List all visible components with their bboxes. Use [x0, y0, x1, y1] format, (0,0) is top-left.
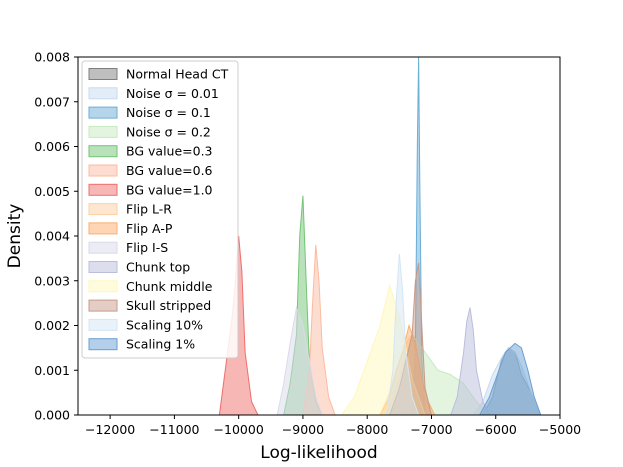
legend-swatch [88, 106, 118, 119]
x-tick-label: −10000 [214, 422, 264, 437]
legend-label: Noise σ = 0.01 [126, 86, 219, 101]
legend-frame [81, 60, 239, 359]
legend-label: Flip L-R [126, 202, 172, 217]
legend-swatch [88, 222, 118, 235]
legend-swatch [88, 338, 118, 351]
legend-label: Skull stripped [126, 298, 211, 313]
legend-swatch [88, 261, 118, 273]
y-axis-title: Density [5, 204, 25, 269]
x-tick-label: −7000 [410, 422, 452, 437]
legend-label: Flip I-S [126, 240, 168, 255]
y-tick-label: 0.008 [34, 50, 70, 65]
legend-label: Scaling 1% [126, 337, 195, 352]
y-axis: 0.000 0.001 0.002 0.003 0.004 0.005 0.006 0.007… [34, 50, 78, 423]
x-tick-label: −12000 [85, 422, 135, 437]
series-area-13 [385, 253, 420, 416]
legend-label: Flip A-P [126, 221, 173, 236]
legend-label: Chunk top [126, 260, 190, 275]
x-tick-label: −11000 [149, 422, 199, 437]
x-tick-label: −8000 [346, 422, 388, 437]
legend-label: Normal Head CT [126, 67, 229, 82]
legend-label: BG value=0.6 [126, 163, 213, 178]
y-tick-label: 0.007 [34, 94, 70, 109]
series-area-14 [478, 342, 542, 416]
legend-swatch [88, 318, 118, 331]
legend-swatch [88, 299, 118, 312]
legend-swatch [88, 183, 118, 196]
series-area-9 [276, 305, 323, 416]
legend-label: Noise σ = 0.2 [126, 124, 211, 139]
x-tick-label: −5000 [539, 422, 581, 437]
y-tick-label: 0.000 [34, 408, 70, 423]
legend-swatch [88, 125, 118, 138]
legend-swatch [88, 280, 118, 293]
y-tick-label: 0.004 [34, 229, 70, 244]
legend-label: Scaling 10% [126, 317, 203, 332]
y-tick-label: 0.006 [34, 139, 70, 154]
y-tick-label: 0.003 [34, 273, 70, 288]
legend-label: Noise σ = 0.1 [126, 105, 211, 120]
legend-label: Chunk middle [126, 279, 213, 294]
x-axis: −12000 −11000 −10000 −9000 −8000 −7000 −6000 −5… [85, 415, 581, 437]
legend-swatch [88, 68, 118, 80]
legend-swatch [88, 87, 118, 100]
legend-swatch [88, 145, 118, 158]
legend-swatch [88, 203, 118, 216]
x-tick-label: −9000 [282, 422, 324, 437]
legend: Normal Head CT Noise σ = 0.01 Noise σ = 0.… [81, 60, 239, 359]
legend-label: BG value=1.0 [126, 182, 213, 197]
y-tick-label: 0.002 [34, 318, 70, 333]
series-areas [218, 56, 542, 416]
y-tick-label: 0.001 [34, 363, 70, 378]
legend-label: BG value=0.3 [126, 144, 213, 159]
y-tick-label: 0.005 [34, 184, 70, 199]
legend-swatch [88, 241, 118, 254]
x-axis-title: Log-likelihood [260, 443, 377, 463]
x-tick-label: −6000 [475, 422, 517, 437]
legend-swatch [88, 164, 118, 177]
